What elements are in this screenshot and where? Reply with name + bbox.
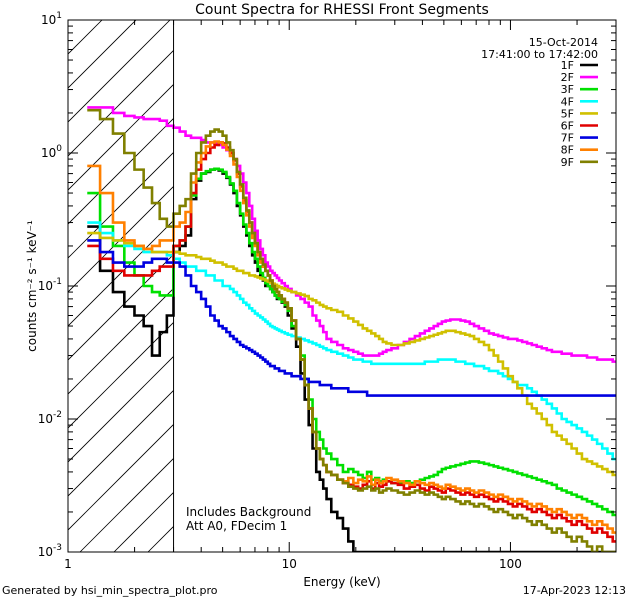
series-layer <box>87 106 616 552</box>
legend-label-2F: 2F <box>561 71 574 84</box>
hatch-line <box>68 355 174 463</box>
series-line-3F <box>87 167 616 517</box>
hatch-line <box>79 457 174 552</box>
hatch-line <box>68 151 174 259</box>
axes-layer: 1 10 100 101 100 10-1 10-2 10-3 <box>38 11 617 571</box>
date-label: 15-Oct-2014 <box>529 36 598 49</box>
annotation-line-1: Includes Background <box>186 505 311 519</box>
hatch-line <box>68 321 174 429</box>
x-tick-label: 1 <box>64 557 72 571</box>
series-line-4F <box>87 221 616 461</box>
hatch-line <box>68 20 137 89</box>
hatch-line <box>0 0 102 552</box>
excluded-region-hatch <box>0 0 640 552</box>
legend-label-8F: 8F <box>561 144 574 157</box>
time-range-label: 17:41:00 to 17:42:00 <box>481 48 598 61</box>
legend-label-3F: 3F <box>561 83 574 96</box>
hatch-line <box>68 253 174 361</box>
hatch-line <box>68 219 174 327</box>
annotation-line-2: Att A0, FDecim 1 <box>186 519 287 533</box>
chart-title: Count Spectra for RHESSI Front Segments <box>195 2 489 18</box>
y-tick-label: 100 <box>41 144 62 160</box>
annotation-block: Includes Background Att A0, FDecim 1 <box>186 505 311 533</box>
hatch-line <box>68 423 174 531</box>
legend-label-9F: 9F <box>561 156 574 169</box>
legend-label-5F: 5F <box>561 107 574 120</box>
hatch-line <box>68 389 174 497</box>
x-tick-label: 100 <box>499 557 522 571</box>
legend-label-6F: 6F <box>561 120 574 133</box>
series-line-8F <box>87 140 616 534</box>
y-axis-label: counts cm⁻² s⁻¹ keV⁻¹ <box>25 220 39 352</box>
x-axis-label: Energy (keV) <box>303 575 380 589</box>
x-tick-label: 10 <box>282 557 297 571</box>
legend-label-4F: 4F <box>561 95 574 108</box>
series-line-7F <box>87 239 616 397</box>
series-line-2F <box>87 106 616 363</box>
y-tick-label: 10-3 <box>38 543 62 559</box>
y-tick-label: 10-1 <box>38 277 62 293</box>
hatch-line <box>68 49 174 157</box>
hatch-line <box>68 20 103 55</box>
series-line-9F <box>87 108 616 552</box>
hatch-line <box>68 117 174 225</box>
legend-label-1F: 1F <box>561 59 574 72</box>
series-line-5F <box>87 231 616 477</box>
y-tick-label: 101 <box>41 11 62 27</box>
hatch-line <box>68 185 174 293</box>
hatch-line <box>216 0 640 552</box>
footer-timestamp: 17-Apr-2023 12:13 <box>522 584 626 597</box>
y-tick-label: 10-2 <box>38 410 62 426</box>
legend: 15-Oct-2014 17:41:00 to 17:42:00 1F2F3F4… <box>481 36 598 169</box>
legend-label-7F: 7F <box>561 132 574 145</box>
hatch-line <box>68 20 171 123</box>
footer-generated-by: Generated by hsi_min_spectra_plot.pro <box>2 584 218 597</box>
